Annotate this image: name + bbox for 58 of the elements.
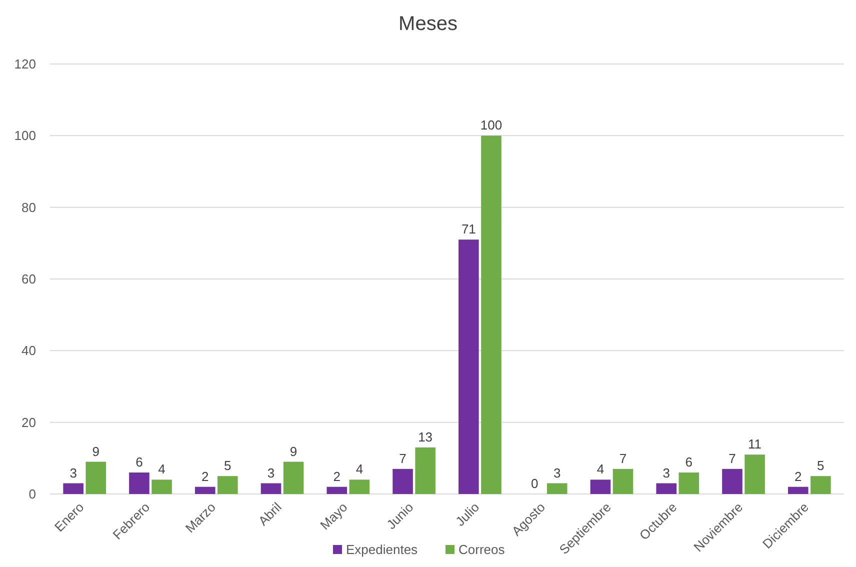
legend-label: Expedientes	[346, 542, 418, 558]
data-label: 4	[596, 462, 604, 477]
data-label: 71	[461, 222, 476, 237]
bar	[415, 447, 436, 494]
y-tick-label: 120	[14, 56, 36, 72]
data-label: 100	[480, 118, 502, 133]
y-tick-label: 60	[22, 272, 36, 287]
data-label: 2	[794, 468, 802, 484]
bar	[63, 483, 84, 494]
y-tick-label: 100	[14, 128, 36, 144]
chart-title: Meses	[398, 13, 458, 35]
x-tick-label: Julio	[452, 500, 482, 530]
bar	[788, 486, 808, 494]
legend-label: Correos	[458, 542, 506, 558]
bar	[656, 483, 676, 494]
bar	[349, 480, 370, 494]
data-label: 2	[201, 468, 209, 484]
data-label: 5	[817, 458, 824, 474]
data-label: 11	[748, 436, 762, 452]
data-label: 5	[224, 458, 232, 474]
data-label: 7	[399, 450, 406, 466]
y-tick-label: 0	[28, 486, 36, 502]
bar	[218, 476, 238, 494]
y-tick-label: 80	[22, 200, 36, 215]
y-tick-label: 40	[22, 343, 36, 358]
data-label: 2	[333, 468, 341, 484]
data-label: 3	[70, 465, 77, 480]
data-label: 3	[662, 465, 670, 480]
bar	[744, 454, 765, 494]
bar	[194, 486, 216, 494]
data-label: 9	[290, 444, 298, 459]
data-label: 7	[728, 450, 736, 466]
bar	[546, 483, 568, 494]
data-label: 6	[685, 454, 693, 470]
data-label: 13	[418, 429, 433, 444]
data-label: 7	[619, 450, 627, 466]
bar	[678, 472, 700, 494]
bar	[152, 480, 172, 494]
bar	[129, 472, 150, 494]
bar	[86, 462, 106, 494]
data-label: 3	[553, 465, 561, 480]
bar	[590, 480, 611, 494]
bar	[260, 483, 282, 494]
bar	[722, 468, 742, 494]
data-label: 6	[136, 454, 143, 470]
bar	[458, 240, 479, 494]
bar	[326, 486, 348, 494]
data-label: 0	[530, 476, 538, 491]
y-tick-label: 20	[22, 414, 36, 430]
bar	[283, 462, 304, 494]
data-label: 9	[92, 444, 100, 459]
bar	[810, 476, 831, 494]
data-label: 4	[356, 462, 364, 477]
bar	[612, 468, 634, 494]
data-label: 4	[158, 462, 166, 477]
bar	[392, 468, 413, 494]
data-label: 3	[267, 465, 275, 480]
bar	[481, 136, 502, 494]
